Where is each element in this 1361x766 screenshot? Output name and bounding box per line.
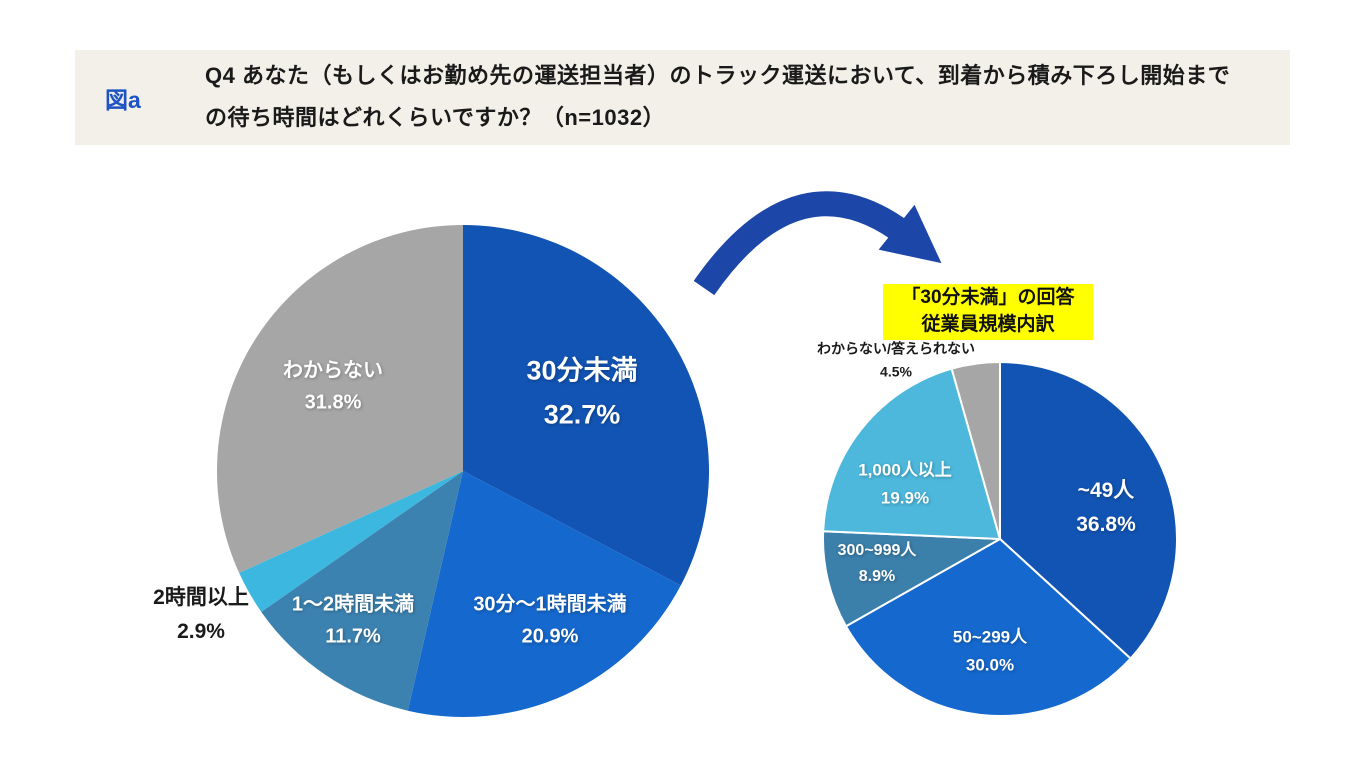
breakdown-pie-label-4: わからない/答えられない 4.5% <box>817 340 975 379</box>
breakdown-pie-label-2: 300~999人 8.9% <box>837 542 917 585</box>
breakdown-title-line-1: 「30分未満」の回答 <box>901 287 1075 309</box>
wait-time-pie-slice-4 <box>217 225 463 573</box>
curved-arrow-icon <box>693 191 942 296</box>
wait-time-pie-label-1: 30分～1時間未満 20.9% <box>473 593 627 648</box>
breakdown-title: 「30分未満」の回答 従業員規模内訳 <box>883 284 1093 340</box>
figure-label: 図a <box>105 86 141 113</box>
breakdown-pie-label-1: 50~299人 30.0% <box>952 627 1028 674</box>
breakdown-pie-label-3: 1,000人以上 19.9% <box>858 460 952 507</box>
question-line-1: Q4 あなた（もしくはお勤め先の運送担当者）のトラック運送において、到着から積み… <box>205 62 1231 88</box>
breakdown-pie-label-0: ~49人 36.8% <box>1076 478 1136 536</box>
wait-time-pie-slice-1 <box>407 471 681 717</box>
breakdown-pie-slice-4 <box>950 361 1001 540</box>
breakdown-title-line-2: 従業員規模内訳 <box>921 314 1055 335</box>
breakdown-pie-slice-3 <box>822 367 1001 540</box>
wait-time-pie-label-2: 1～2時間未満 11.7% <box>291 593 415 648</box>
breakdown-pie-slice-2 <box>822 530 1001 628</box>
question-line-2: の待ち時間はどれくらいですか？（n=1032） <box>205 105 666 131</box>
breakdown-pie-slice-0 <box>999 361 1178 660</box>
question-text: Q4 あなた（もしくはお勤め先の運送担当者）のトラック運送において、到着から積み… <box>205 55 1230 141</box>
wait-time-pie-slice-2 <box>261 471 463 711</box>
wait-time-pie-label-0: 30分未満 32.7% <box>526 355 638 429</box>
question-panel: 図a Q4 あなた（もしくはお勤め先の運送担当者）のトラック運送において、到着か… <box>75 50 1290 145</box>
wait-time-pie-slice-3 <box>239 471 463 612</box>
wait-time-pie-slice-0 <box>463 225 710 586</box>
pie-charts-group <box>217 225 1178 717</box>
breakdown-pie-slice-1 <box>844 538 1132 717</box>
wait-time-pie-label-4: わからない 31.8% <box>283 359 383 414</box>
wait-time-pie-label-3: 2時間以上 2.9% <box>153 585 249 643</box>
